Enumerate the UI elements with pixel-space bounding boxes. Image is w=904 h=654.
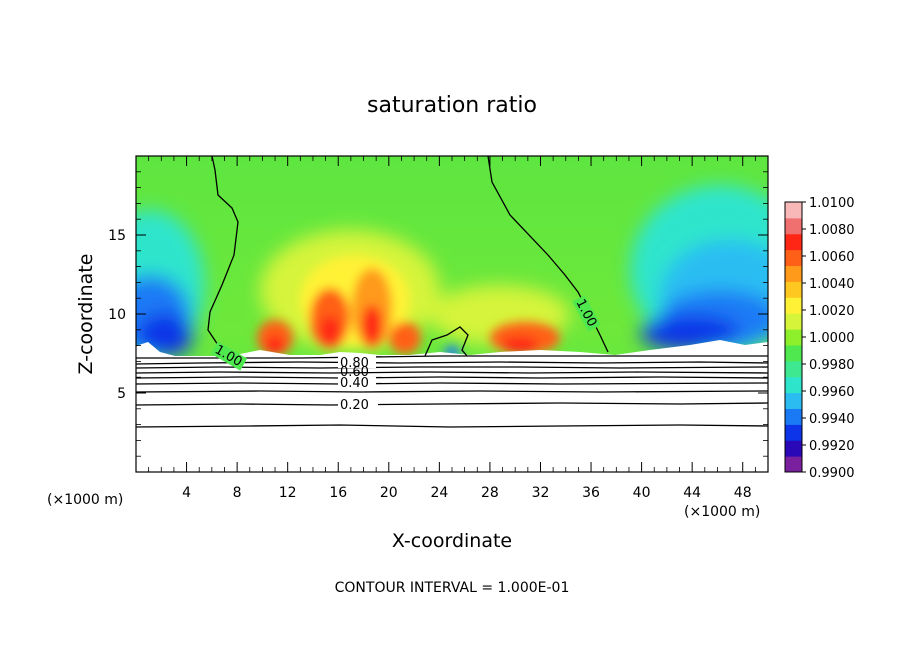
colorbar-tick-label: 0.9960 <box>809 385 855 400</box>
x-unit-label-left: (×1000 m) <box>47 492 123 508</box>
x-tick-label: 28 <box>481 485 499 501</box>
x-axis: 4 8 12 16 20 24 28 32 36 40 44 48 <box>148 156 756 501</box>
y-axis: 5 10 15 <box>108 171 768 457</box>
contour-label-group: 1.00 1.00 0.80 0.60 0.40 0.20 <box>210 295 601 413</box>
colorbar-swatch <box>785 297 802 314</box>
colorbar-swatch <box>785 217 802 235</box>
x-axis-label: X-coordinate <box>392 530 512 552</box>
colorbar-swatch <box>785 281 802 298</box>
colorbar-tick-label: 0.9940 <box>809 412 855 427</box>
colorbar: 1.0100 1.0080 1.0060 1.0040 1.0020 1.0000 0.99… <box>784 196 855 481</box>
warm-core-4 <box>389 322 421 354</box>
colorbar-tick-label: 1.0100 <box>809 196 855 211</box>
colorbar-swatch <box>785 249 802 267</box>
colorbar-tick-label: 1.0040 <box>809 277 855 292</box>
field-blobs <box>136 185 768 360</box>
colorbar-swatch <box>785 233 802 251</box>
y-axis-label: Z-coordinate <box>75 254 97 375</box>
contour-line-0.20 <box>136 402 768 406</box>
red-core-3 <box>266 336 284 354</box>
colorbar-swatch <box>785 424 802 441</box>
red-core-4 <box>502 337 538 353</box>
contour-line-0.80 <box>136 361 768 365</box>
red-core-1 <box>320 316 340 344</box>
colorbar-swatch <box>785 360 802 378</box>
x-unit-label-right: (×1000 m) <box>684 504 760 520</box>
colorbar-swatch <box>785 408 802 425</box>
x-tick-label: 32 <box>532 485 550 501</box>
red-core-2 <box>362 305 382 345</box>
colorbar-swatch <box>785 202 802 219</box>
x-tick-label: 48 <box>734 485 752 501</box>
contour-line-0.40 <box>136 382 768 385</box>
contour-line-0.50 <box>136 376 768 379</box>
contour-line-1.00-right <box>487 156 609 353</box>
x-tick-label: 12 <box>279 485 297 501</box>
x-tick-label: 36 <box>582 485 600 501</box>
colorbar-swatch <box>785 440 802 457</box>
contour-label-0.20: 0.20 <box>340 398 369 413</box>
x-tick-label: 24 <box>430 485 448 501</box>
y-tick-label: 5 <box>117 386 126 402</box>
x-tick-label: 20 <box>380 485 398 501</box>
colorbar-swatch <box>785 456 802 473</box>
colorbar-tick-label: 1.0020 <box>809 304 855 319</box>
colorbar-swatch <box>785 344 802 362</box>
heatmap-field: 1.00 1.00 0.80 0.60 0.40 0.20 <box>136 156 768 472</box>
x-tick-label: 44 <box>683 485 701 501</box>
contour-line-0.30 <box>136 390 768 393</box>
colorbar-swatch <box>785 329 802 346</box>
chart-title: saturation ratio <box>367 93 537 118</box>
x-tick-label: 16 <box>329 485 347 501</box>
colorbar-tick-label: 1.0080 <box>809 223 855 238</box>
contour-label-0.60: 0.60 <box>340 365 369 380</box>
y-tick-label: 10 <box>108 307 126 323</box>
colorbar-swatch <box>785 392 802 409</box>
colorbar-tick-label: 0.9980 <box>809 358 855 373</box>
colorbar-tick-label: 1.0060 <box>809 250 855 265</box>
x-tick-label: 40 <box>633 485 651 501</box>
contour-label-0.40: 0.40 <box>340 376 369 391</box>
contour-line-1.00-left <box>207 156 239 353</box>
contour-line-0.70 <box>136 366 768 369</box>
colorbar-tick-label: 0.9900 <box>809 466 855 481</box>
colorbar-swatch <box>785 376 802 394</box>
colorbar-tick-label: 0.9920 <box>809 439 855 454</box>
x-tick-label: 8 <box>233 485 242 501</box>
contour-interval-note: CONTOUR INTERVAL = 1.000E-01 <box>335 580 570 596</box>
colorbar-swatch <box>785 313 802 330</box>
colorbar-swatch <box>785 265 802 282</box>
warm-cores <box>257 255 560 358</box>
contour-line-0.60 <box>136 371 768 374</box>
colorbar-tick-label: 1.0000 <box>809 331 855 346</box>
contour-label-0.80: 0.80 <box>340 356 369 371</box>
contour-line-1.00-small <box>424 326 469 357</box>
y-tick-label: 15 <box>108 228 126 244</box>
x-tick-label: 4 <box>182 485 191 501</box>
contour-line-0.10 <box>136 424 768 428</box>
